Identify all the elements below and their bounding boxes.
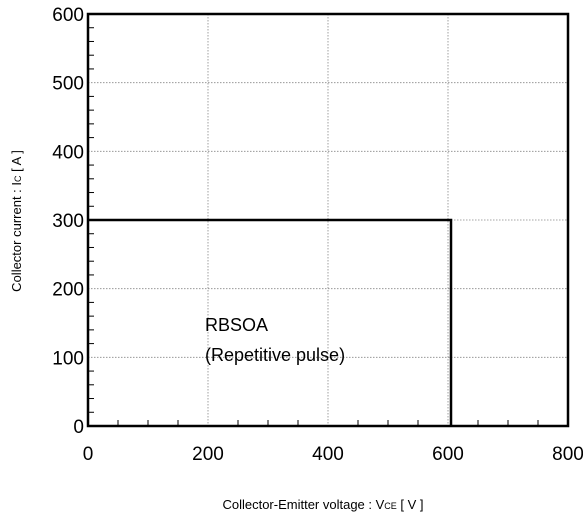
y-tick-label: 300	[52, 211, 84, 232]
annotation-rbsoa: RBSOA	[205, 315, 268, 335]
y-tick-labels: 0 100 200 300 400 500 600	[52, 5, 84, 438]
y-tick-label: 0	[73, 417, 84, 438]
x-tick-labels: 0 200 400 600 800	[83, 444, 583, 465]
y-tick-label: 500	[52, 74, 84, 95]
minor-ticks	[88, 27, 539, 426]
x-axis-label: Collector-Emitter voltage : VCE [ V ]	[222, 497, 423, 512]
y-axis-label: Collector current : IC [ A ]	[9, 150, 24, 292]
y-tick-label: 400	[52, 142, 84, 163]
annotation-repetitive-pulse: (Repetitive pulse)	[205, 345, 345, 365]
y-tick-label: 100	[52, 348, 84, 369]
rbsoa-boundary-line	[88, 218, 453, 426]
x-tick-label: 0	[83, 444, 94, 465]
x-tick-label: 200	[192, 444, 224, 465]
x-tick-label: 400	[312, 444, 344, 465]
y-tick-label: 600	[52, 5, 84, 26]
y-tick-label: 200	[52, 280, 84, 301]
x-tick-label: 600	[432, 444, 464, 465]
x-tick-label: 800	[552, 444, 583, 465]
series-layer	[88, 218, 453, 426]
